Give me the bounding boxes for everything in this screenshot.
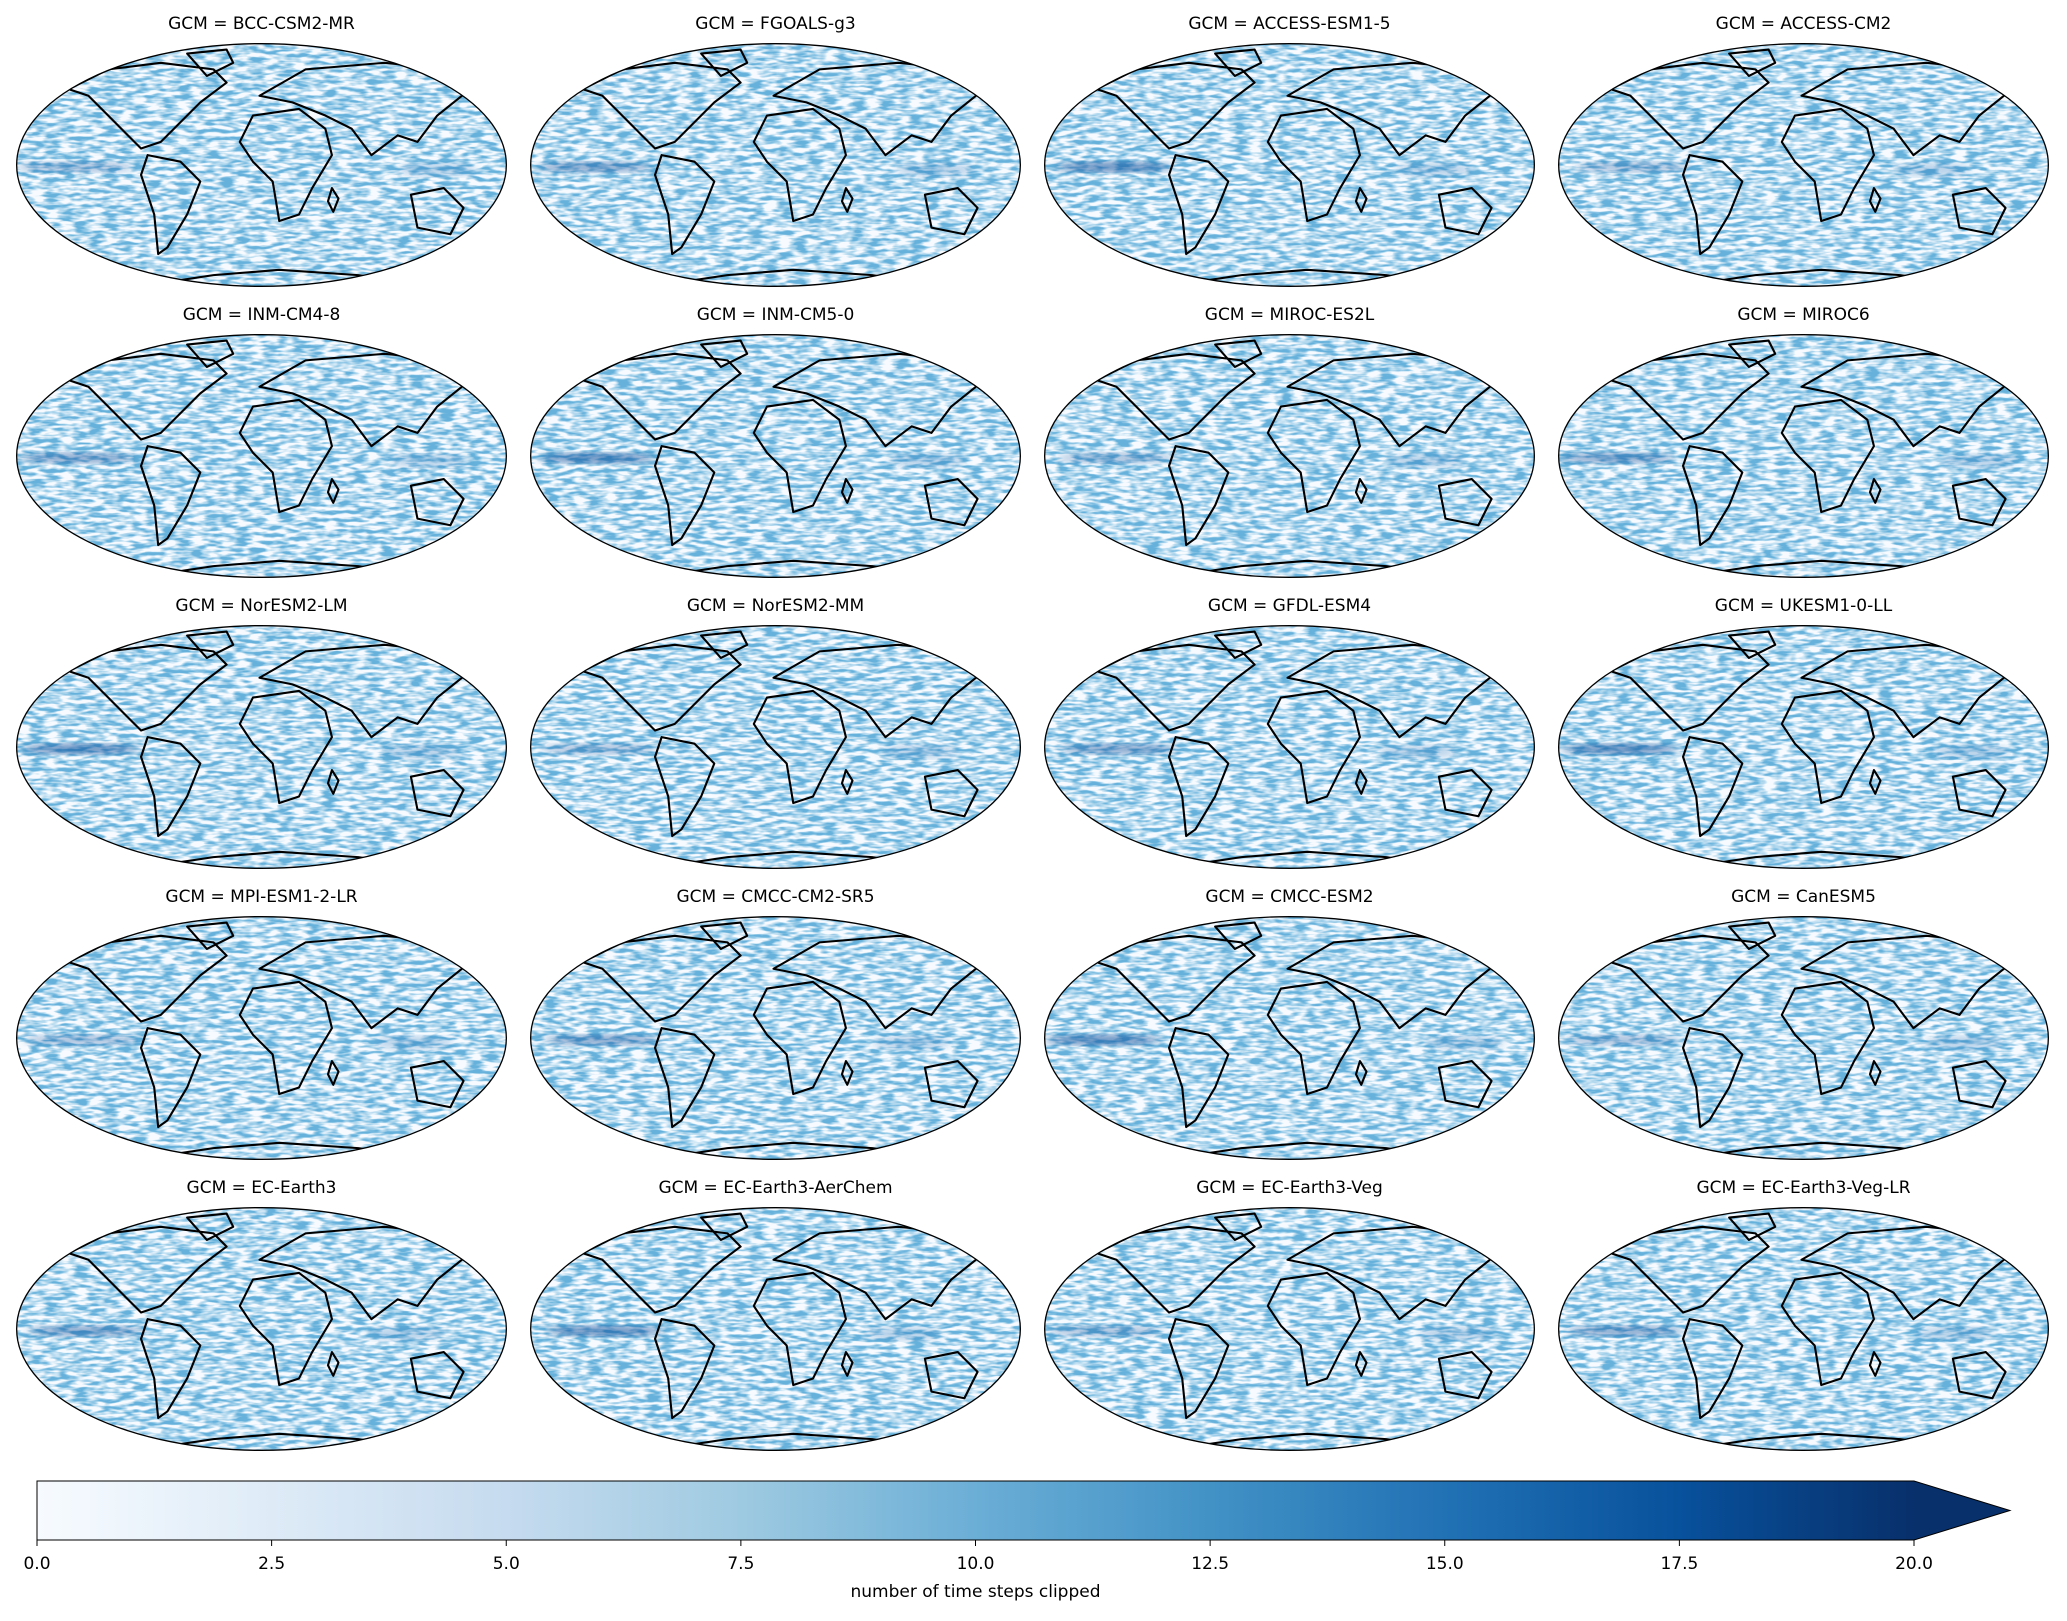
panel-title: GCM = ACCESS-CM2 xyxy=(1716,14,1892,34)
map-boundary xyxy=(1558,916,2050,1161)
map-boundary xyxy=(1558,1207,2050,1452)
map-boundary xyxy=(1558,334,2050,579)
map-boundary xyxy=(1044,625,1536,870)
panel-title: GCM = INM-CM5-0 xyxy=(697,305,855,325)
panel-title: GCM = ACCESS-ESM1-5 xyxy=(1188,14,1390,34)
colorbar-tick-label: 10.0 xyxy=(957,1554,995,1574)
colorbar-tick-label: 17.5 xyxy=(1660,1554,1698,1574)
panel-title: GCM = CMCC-ESM2 xyxy=(1205,887,1373,907)
panel-title: GCM = GFDL-ESM4 xyxy=(1208,596,1371,616)
map-panel xyxy=(1558,1207,2050,1452)
panel-title: GCM = MIROC6 xyxy=(1737,305,1869,325)
panel-title: GCM = NorESM2-MM xyxy=(687,596,864,616)
colorbar-tick-label: 0.0 xyxy=(23,1554,50,1574)
map-panel xyxy=(16,916,508,1161)
colorbar-tick-label: 7.5 xyxy=(727,1554,754,1574)
map-boundary xyxy=(1044,916,1536,1161)
map-panel xyxy=(1044,625,1536,870)
map-boundary xyxy=(530,1207,1022,1452)
map-panel xyxy=(16,1207,508,1452)
map-boundary xyxy=(530,43,1022,288)
colorbar-extension xyxy=(1914,1481,2010,1540)
map-boundary xyxy=(530,625,1022,870)
colorbar-tick-label: 2.5 xyxy=(258,1554,285,1574)
panel-title: GCM = EC-Earth3 xyxy=(187,1178,337,1198)
colorbar-label: number of time steps clipped xyxy=(850,1582,1100,1602)
map-panel xyxy=(530,1207,1022,1452)
map-panel xyxy=(16,43,508,288)
map-panel xyxy=(1044,916,1536,1161)
map-panel xyxy=(530,625,1022,870)
panel-title: GCM = FGOALS-g3 xyxy=(695,14,855,34)
map-panel xyxy=(16,334,508,579)
colorbar-outline xyxy=(36,1480,2012,1541)
map-panel xyxy=(16,625,508,870)
map-panel xyxy=(530,916,1022,1161)
map-boundary xyxy=(16,916,508,1161)
map-panel xyxy=(1558,625,2050,870)
panel-title: GCM = MIROC-ES2L xyxy=(1205,305,1375,325)
colorbar-tick-label: 12.5 xyxy=(1191,1554,1229,1574)
map-boundary xyxy=(1558,625,2050,870)
map-boundary xyxy=(16,625,508,870)
map-boundary xyxy=(530,334,1022,579)
map-panel xyxy=(1558,334,2050,579)
colorbar-tick-label: 20.0 xyxy=(1895,1554,1933,1574)
panel-title: GCM = NorESM2-LM xyxy=(175,596,347,616)
map-boundary xyxy=(1044,334,1536,579)
colorbar xyxy=(37,1481,1914,1540)
map-boundary xyxy=(16,334,508,579)
panel-title: GCM = CanESM5 xyxy=(1731,887,1876,907)
map-boundary xyxy=(16,43,508,288)
panel-title: GCM = EC-Earth3-Veg xyxy=(1196,1178,1383,1198)
colorbar-tick-label: 15.0 xyxy=(1426,1554,1464,1574)
panel-title: GCM = CMCC-CM2-SR5 xyxy=(676,887,874,907)
map-panel xyxy=(1044,43,1536,288)
colorbar-tick-label: 5.0 xyxy=(493,1554,520,1574)
map-panel xyxy=(530,43,1022,288)
panel-title: GCM = MPI-ESM1-2-LR xyxy=(165,887,357,907)
map-panel xyxy=(1044,1207,1536,1452)
map-panel xyxy=(530,334,1022,579)
panel-title: GCM = INM-CM4-8 xyxy=(183,305,341,325)
panel-title: GCM = UKESM1-0-LL xyxy=(1715,596,1893,616)
map-panel xyxy=(1558,916,2050,1161)
panel-title: GCM = EC-Earth3-Veg-LR xyxy=(1696,1178,1910,1198)
map-boundary xyxy=(1558,43,2050,288)
map-panel xyxy=(1558,43,2050,288)
panel-title: GCM = BCC-CSM2-MR xyxy=(168,14,355,34)
map-boundary xyxy=(16,1207,508,1452)
map-panel xyxy=(1044,334,1536,579)
panel-title: GCM = EC-Earth3-AerChem xyxy=(658,1178,892,1198)
map-boundary xyxy=(1044,1207,1536,1452)
map-boundary xyxy=(530,916,1022,1161)
map-boundary xyxy=(1044,43,1536,288)
